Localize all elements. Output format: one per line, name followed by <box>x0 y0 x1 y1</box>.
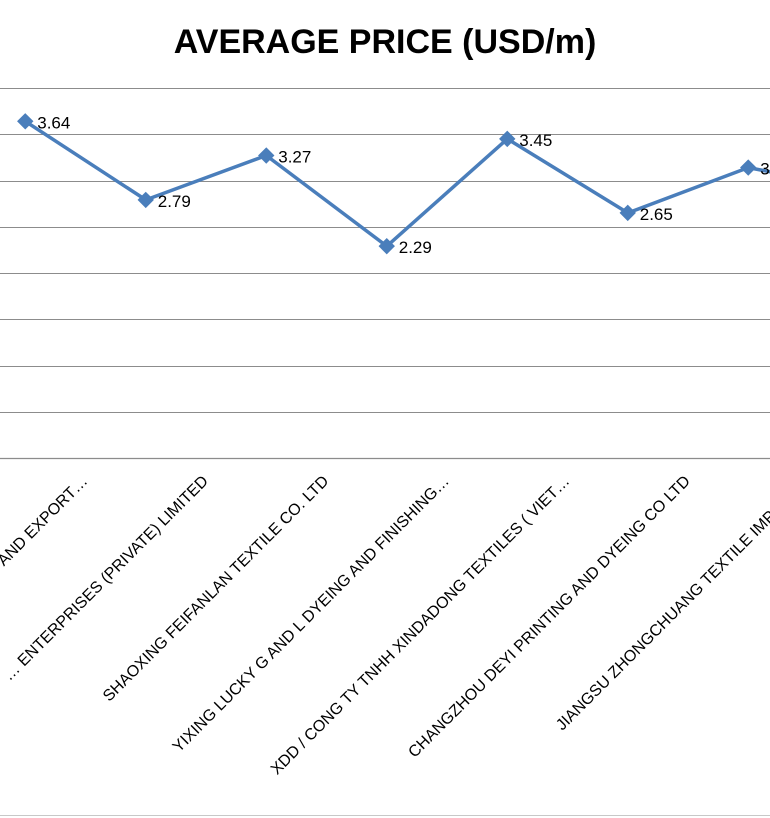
data-label: 3.27 <box>278 148 311 167</box>
series-line <box>24 119 770 248</box>
data-point-marker <box>137 191 154 209</box>
x-tick-label: XDD / CONG TY TNHH XINDADONG TEXTILES ( … <box>268 473 573 778</box>
data-point-marker <box>378 237 395 255</box>
x-tick-label: YIXING LUCKY G AND L DYEING AND FINISHIN… <box>170 473 453 756</box>
data-point-marker <box>258 147 275 164</box>
chart-title: AVERAGE PRICE (USD/m) <box>174 23 597 61</box>
series-line-layer <box>24 119 770 248</box>
series-markers <box>17 113 757 255</box>
gridlines <box>0 88 770 413</box>
data-point-marker <box>17 113 34 130</box>
x-tick-label: … ENTERPRISES (PRIVATE) LIMITED <box>0 473 212 685</box>
data-label: 2.29 <box>399 238 432 257</box>
data-point-marker <box>499 130 516 148</box>
data-point-marker <box>619 204 636 222</box>
x-tick-label: CHANGZHOU DEYI PRINTING AND DYEING CO LT… <box>405 473 693 761</box>
data-label: 2.79 <box>158 192 191 211</box>
data-label: 3.64 <box>37 113 70 132</box>
data-point-marker <box>740 159 757 176</box>
x-tick-label: … AND EXPORT… <box>0 473 91 584</box>
x-tick-labels: … AND EXPORT…… ENTERPRISES (PRIVATE) LIM… <box>0 473 770 778</box>
data-label: 2.65 <box>640 205 673 224</box>
data-label: 3.14 <box>760 160 770 179</box>
data-labels: 3.64 2.79 3.27 2.29 3.45 2.65 3.14 <box>37 113 770 257</box>
data-label: 3.45 <box>519 131 552 150</box>
x-tick-label: SHAOXING FEIFANLAN TEXTILE CO. LTD <box>100 473 332 705</box>
